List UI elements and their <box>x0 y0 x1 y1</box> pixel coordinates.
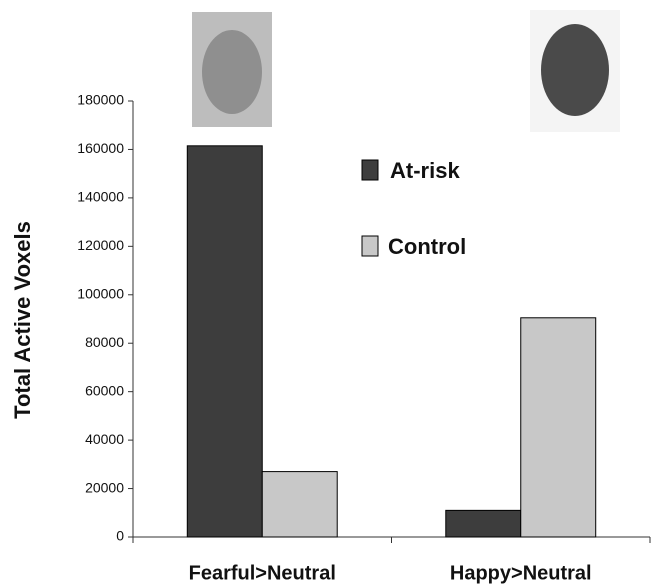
y-tick-label: 140000 <box>77 189 124 205</box>
legend-label: Control <box>388 234 466 259</box>
y-axis-label: Total Active Voxels <box>10 221 35 419</box>
y-tick-label: 40000 <box>85 431 124 447</box>
legend-label: At-risk <box>390 158 460 183</box>
y-tick-label: 80000 <box>85 334 124 350</box>
y-tick-label: 100000 <box>77 285 124 301</box>
y-tick-label: 180000 <box>77 92 124 108</box>
x-tick-label: Happy>Neutral <box>450 562 592 584</box>
bar <box>445 509 522 538</box>
legend-swatch <box>361 235 379 257</box>
x-tick-label: Fearful>Neutral <box>189 562 336 584</box>
face-images <box>192 10 620 132</box>
y-tick-label: 60000 <box>85 382 124 398</box>
bar <box>186 145 263 538</box>
y-tick-label: 0 <box>116 528 124 544</box>
y-tick-label: 120000 <box>77 237 124 253</box>
bar <box>261 471 338 538</box>
fearful-face <box>202 30 262 114</box>
bar <box>520 317 597 538</box>
y-tick-label: 20000 <box>85 479 124 495</box>
y-tick-label: 160000 <box>77 140 124 156</box>
happy-face <box>541 24 609 116</box>
legend-swatch <box>361 159 379 181</box>
